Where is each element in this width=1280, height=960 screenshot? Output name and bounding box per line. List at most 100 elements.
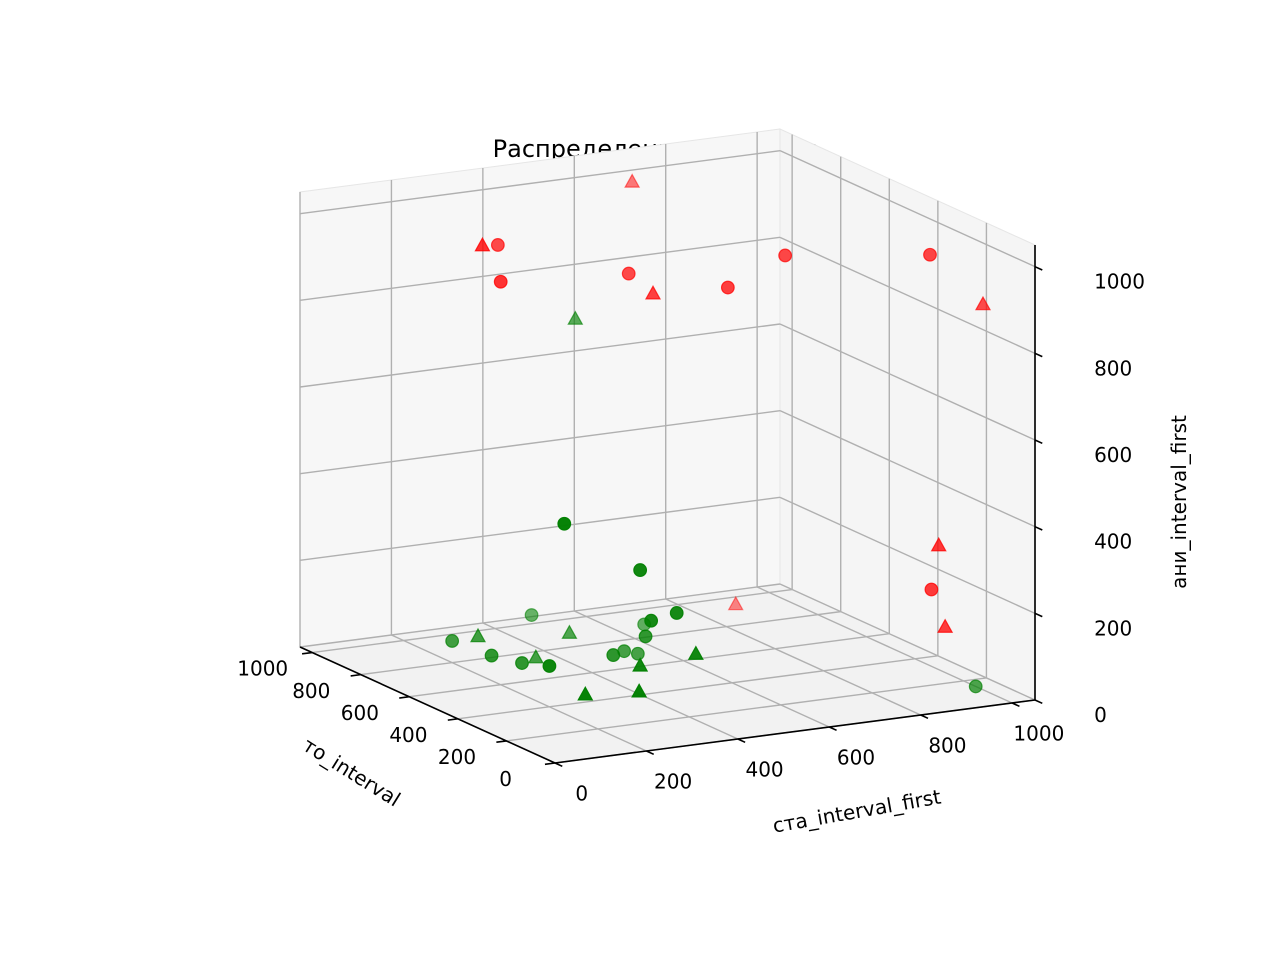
x-tick-label: 1000 (237, 657, 288, 681)
z-tick-label: 200 (1094, 616, 1132, 640)
data-point-circle (778, 248, 793, 263)
data-point-triangle (937, 618, 954, 633)
z-axis-label: ани_interval_first (1167, 415, 1191, 589)
data-point-triangle (527, 648, 544, 664)
x-tick-label: 800 (292, 679, 330, 703)
data-point-circle (968, 679, 983, 694)
data-point-circle (720, 280, 735, 295)
x-tick-mark (496, 740, 507, 744)
grid-line-z-right (779, 236, 1036, 354)
data-point-circle (484, 648, 499, 663)
grid-line-z-right (779, 410, 1036, 528)
grid-line-z-right (779, 323, 1036, 441)
y-tick-label: 800 (928, 734, 966, 758)
data-point-circle (606, 648, 621, 662)
data-point-circle (924, 582, 939, 597)
data-point-circle (923, 247, 937, 262)
grid-line-x-floor (409, 633, 890, 698)
z-tick-mark (1034, 439, 1043, 445)
y-tick-mark (920, 714, 929, 720)
y-axis-line (554, 699, 1036, 764)
x-tick-mark (447, 718, 458, 721)
grid-line-z-right (779, 496, 1036, 614)
data-point-triangle (644, 285, 662, 300)
data-point-triangle (974, 295, 992, 311)
y-tick-label: 600 (837, 746, 875, 770)
data-point-triangle (561, 624, 578, 639)
x-axis-line (299, 646, 556, 764)
y-tick-label: 1000 (1013, 722, 1064, 746)
data-point-triangle (469, 627, 487, 643)
grid-line-y-floor (391, 634, 647, 752)
y-tick-mark (737, 738, 746, 744)
z-tick-label: 400 (1094, 530, 1132, 554)
y-axis-label: ста_interval_first (771, 784, 943, 837)
data-point-circle (445, 634, 460, 648)
y-tick-label: 400 (745, 758, 783, 782)
z-tick-label: 600 (1094, 443, 1132, 467)
grid-line-x-floor (312, 588, 793, 654)
z-tick-mark (1034, 265, 1043, 271)
grid-line-y-floor (482, 622, 739, 740)
data-point-triangle (687, 645, 704, 660)
data-point-circle (630, 646, 645, 661)
data-point-circle (633, 563, 648, 577)
data-points (445, 173, 992, 701)
x-tick-label: 0 (499, 767, 512, 791)
z-tick-mark (1034, 699, 1043, 705)
data-point-circle (644, 613, 659, 628)
grid-line-z-left (299, 583, 781, 648)
data-point-circle (493, 274, 508, 289)
axis-lines (299, 245, 1036, 764)
y-tick-mark (828, 726, 837, 732)
grid-line-z-right (779, 583, 1036, 701)
y-tick-mark (1011, 702, 1020, 708)
back-pane-left (299, 128, 781, 648)
data-point-circle (515, 656, 529, 670)
grid-line-z-left (299, 409, 781, 475)
data-point-triangle (930, 536, 947, 552)
z-tick-mark (1034, 352, 1043, 358)
grid-line-z-left (299, 496, 781, 562)
data-point-triangle (631, 683, 648, 698)
data-point-circle (669, 606, 684, 620)
data-point-triangle (624, 173, 641, 188)
grid-line-x-floor (457, 655, 938, 720)
z-tick-mark (1034, 525, 1043, 531)
data-point-triangle (577, 686, 594, 701)
data-point-circle (524, 608, 539, 622)
x-tick-mark (399, 695, 410, 699)
grid-line-z-left (299, 323, 781, 388)
z-tick-mark (1034, 612, 1043, 618)
data-point-triangle (567, 310, 584, 325)
data-point-circle (638, 629, 653, 644)
grid-line-x-floor (360, 610, 841, 676)
x-tick-mark (301, 651, 313, 655)
grid-line-x-floor (506, 677, 987, 742)
data-point-triangle (727, 595, 744, 611)
z-tick-label: 1000 (1094, 270, 1145, 294)
data-point-circle (542, 659, 557, 673)
data-point-circle (621, 266, 636, 281)
axis-panes (298, 128, 1037, 764)
z-tick-label: 0 (1094, 703, 1107, 727)
grid-line-z-left (299, 236, 781, 302)
grid-line-y-floor (573, 610, 830, 728)
data-point-circle (490, 238, 505, 252)
y-tick-label: 200 (654, 770, 692, 794)
x-tick-label: 400 (389, 723, 427, 747)
grid-line-z-right (779, 150, 1036, 268)
y-tick-mark (646, 750, 655, 756)
x-tick-mark (350, 673, 361, 677)
y-tick-label: 0 (575, 782, 588, 806)
grid-line-z-left (299, 149, 781, 215)
data-point-triangle (474, 236, 491, 252)
tick-marks (301, 265, 1043, 768)
y-tick-mark (554, 762, 563, 768)
grid-line-y-floor (665, 598, 922, 716)
z-tick-label: 800 (1094, 356, 1132, 380)
data-point-circle (557, 516, 572, 531)
x-tick-mark (544, 762, 556, 766)
